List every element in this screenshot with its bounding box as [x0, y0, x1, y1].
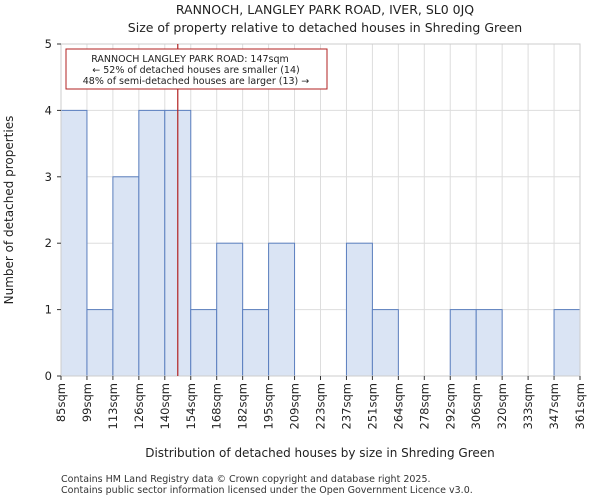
- bar: [268, 242, 296, 377]
- footer-line-2: Contains public sector information licen…: [61, 485, 473, 496]
- y-tick-label: 5: [45, 37, 52, 51]
- bar: [345, 242, 373, 377]
- x-tick-label: 85sqm: [54, 383, 68, 422]
- y-tick-label: 2: [45, 236, 52, 250]
- bar: [86, 309, 114, 377]
- x-tick-label: 154sqm: [184, 383, 198, 429]
- x-tick-label: 347sqm: [547, 383, 561, 429]
- x-tick-label: 237sqm: [339, 383, 353, 429]
- bar: [371, 309, 399, 377]
- annotation-line-2: ← 52% of detached houses are smaller (14…: [92, 65, 299, 76]
- annotation-line-3: 48% of semi-detached houses are larger (…: [83, 76, 310, 87]
- annotation-line-1: RANNOCH LANGLEY PARK ROAD: 147sqm: [91, 54, 289, 65]
- x-tick-label: 182sqm: [236, 383, 250, 429]
- x-tick-label: 292sqm: [443, 383, 457, 429]
- bar: [449, 309, 477, 377]
- bar: [216, 242, 244, 377]
- x-tick-label: 278sqm: [417, 383, 431, 429]
- x-tick-label: 113sqm: [106, 383, 120, 429]
- annotation: RANNOCH LANGLEY PARK ROAD: 147sqm ← 52% …: [65, 48, 328, 90]
- x-tick-label: 264sqm: [391, 383, 405, 429]
- chart-title: RANNOCH, LANGLEY PARK ROAD, IVER, SL0 0J…: [176, 2, 474, 17]
- x-ticks: 85sqm 99sqm 113sqm 126sqm 140sqm 154sqm 168sqm…: [54, 376, 587, 429]
- x-tick-label: 361sqm: [573, 383, 587, 429]
- bar: [553, 309, 581, 377]
- y-tick-label: 1: [45, 303, 52, 317]
- x-tick-label: 306sqm: [469, 383, 483, 429]
- y-tick-label: 0: [45, 369, 52, 383]
- y-tick-label: 4: [45, 103, 52, 117]
- y-tick-label: 3: [45, 170, 52, 184]
- x-tick-label: 333sqm: [521, 383, 535, 429]
- bar: [138, 109, 166, 377]
- x-tick-label: 251sqm: [365, 383, 379, 429]
- y-axis-label: Number of detached properties: [2, 116, 16, 305]
- x-tick-label: 99sqm: [80, 383, 94, 422]
- x-axis-label: Distribution of detached houses by size …: [145, 446, 495, 460]
- x-tick-label: 223sqm: [314, 383, 328, 429]
- bar: [242, 309, 270, 377]
- x-tick-label: 195sqm: [262, 383, 276, 429]
- bar: [60, 109, 88, 377]
- x-tick-label: 126sqm: [132, 383, 146, 429]
- bar: [112, 176, 140, 377]
- x-tick-label: 209sqm: [288, 383, 302, 429]
- bars: [60, 109, 581, 377]
- x-tick-label: 320sqm: [495, 383, 509, 429]
- chart-subtitle: Size of property relative to detached ho…: [128, 20, 522, 35]
- bar: [475, 309, 503, 377]
- bar: [190, 309, 218, 377]
- annotation-box: [65, 48, 328, 90]
- x-tick-label: 168sqm: [210, 383, 224, 429]
- footer-line-1: Contains HM Land Registry data © Crown c…: [61, 474, 431, 485]
- x-tick-label: 140sqm: [158, 383, 172, 429]
- y-ticks: 0 1 2 3 4 5: [45, 37, 61, 383]
